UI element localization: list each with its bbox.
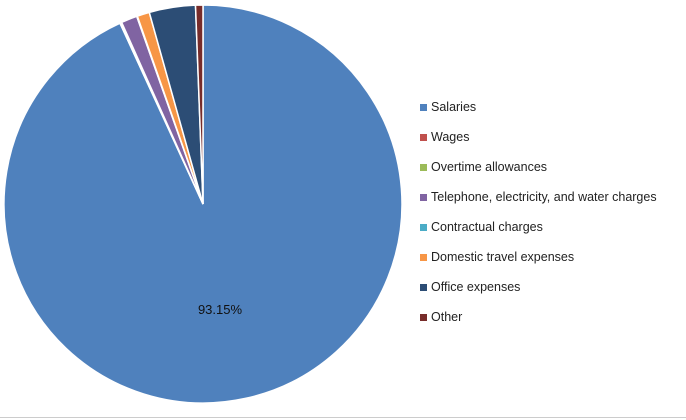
- legend-swatch: [420, 163, 427, 171]
- legend-item: Salaries: [420, 100, 476, 114]
- legend-label: Contractual charges: [431, 220, 543, 234]
- legend-item: Overtime allowances: [420, 160, 547, 174]
- legend-item: Domestic travel expenses: [420, 250, 574, 264]
- legend-label: Office expenses: [431, 280, 521, 294]
- legend-swatch: [420, 253, 427, 261]
- divider: [0, 417, 686, 418]
- pie-slice-other: [194, 4, 204, 205]
- legend-label: Domestic travel expenses: [431, 250, 575, 264]
- legend-label: Telephone, electricity, and water charge…: [431, 190, 657, 204]
- legend-label: Wages: [431, 130, 470, 144]
- legend-label: Other: [431, 310, 463, 324]
- legend-swatch: [420, 223, 427, 231]
- legend-swatch: [420, 193, 427, 201]
- legend-item: Office expenses: [420, 280, 520, 294]
- legend-item: Other: [420, 310, 462, 324]
- legend-item: Telephone, electricity, and water charge…: [420, 190, 657, 204]
- legend-item: Wages: [420, 130, 469, 144]
- legend-item: Contractual charges: [420, 220, 543, 234]
- legend-label: Salaries: [431, 100, 477, 114]
- data-label: 93.15%: [198, 302, 243, 317]
- legend-swatch: [420, 313, 427, 321]
- legend-label: Overtime allowances: [431, 160, 548, 174]
- legend-swatch: [420, 103, 427, 111]
- legend-swatch: [420, 283, 427, 291]
- legend-swatch: [420, 133, 427, 141]
